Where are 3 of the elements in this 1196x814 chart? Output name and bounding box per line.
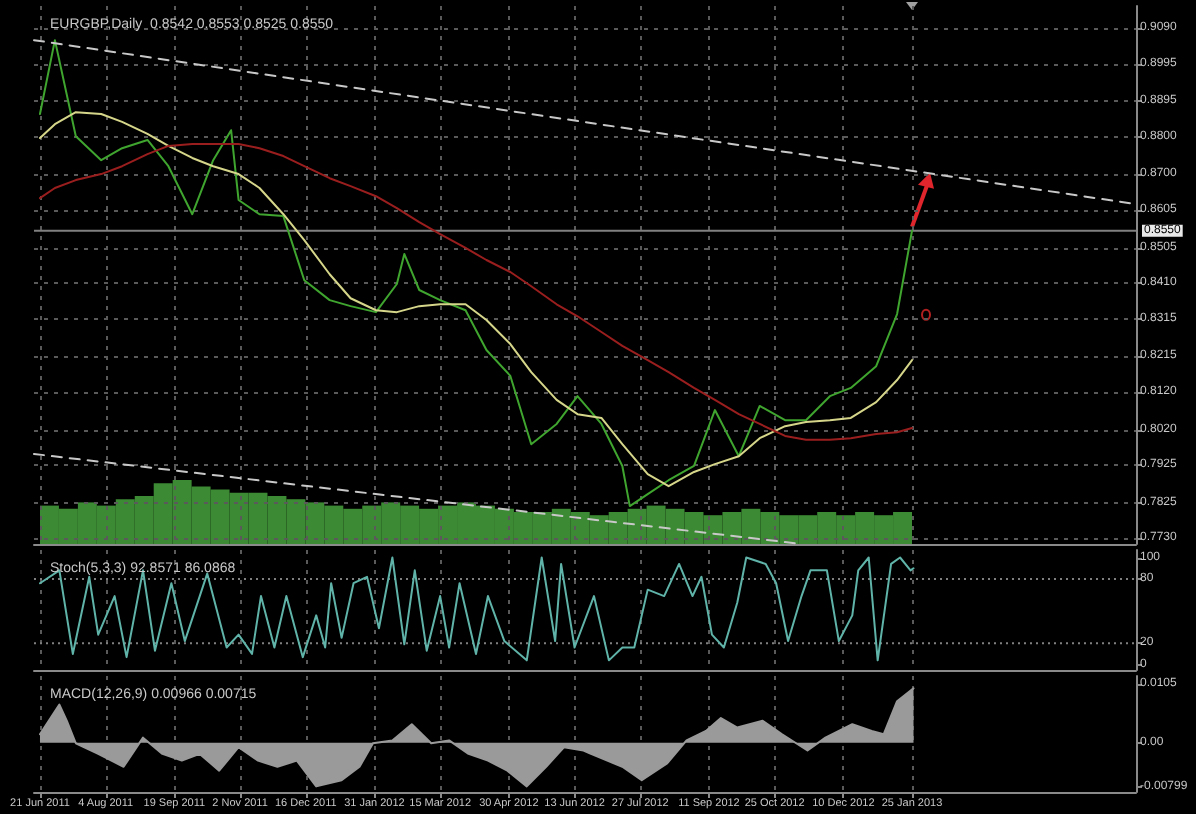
line-series — [38, 143, 914, 441]
line-series — [38, 556, 915, 662]
line-series — [38, 111, 914, 488]
